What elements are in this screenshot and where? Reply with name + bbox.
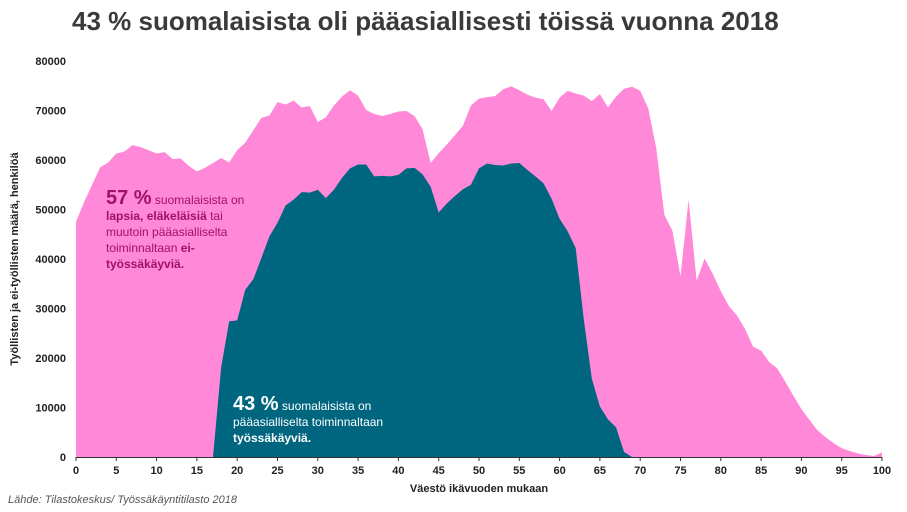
chart-title: 43 % suomalaisista oli pääasiallisesti t… xyxy=(72,6,779,36)
y-tick-label: 60000 xyxy=(35,155,66,167)
y-tick-label: 70000 xyxy=(35,106,66,118)
x-tick-label: 100 xyxy=(873,465,891,477)
y-tick-label: 80000 xyxy=(35,56,66,68)
plot-areas xyxy=(76,86,882,457)
x-tick-label: 10 xyxy=(150,465,162,477)
x-tick-label: 25 xyxy=(271,465,283,477)
y-tick-label: 30000 xyxy=(35,304,66,316)
annotation-employed-percent: 43 % xyxy=(233,393,279,415)
x-tick-label: 70 xyxy=(634,465,646,477)
x-tick-label: 35 xyxy=(352,465,364,477)
x-tick-label: 0 xyxy=(73,465,79,477)
x-tick-label: 65 xyxy=(594,465,606,477)
x-tick-label: 75 xyxy=(674,465,686,477)
x-tick-label: 45 xyxy=(433,465,445,477)
annotation-non-employed-percent: 57 % xyxy=(106,187,152,209)
x-tick-label: 15 xyxy=(191,465,203,477)
x-tick-label: 55 xyxy=(513,465,525,477)
x-tick-label: 30 xyxy=(312,465,324,477)
x-tick-label: 5 xyxy=(113,465,119,477)
annotation-non-employed: 57 % suomalaisista on lapsia, eläkeläisi… xyxy=(106,187,266,272)
y-tick-label: 40000 xyxy=(35,254,66,266)
x-tick-label: 50 xyxy=(473,465,485,477)
x-axis-label: Väestö ikävuoden mukaan xyxy=(410,483,548,495)
area-employed xyxy=(76,162,882,457)
y-tick-label: 0 xyxy=(60,452,66,464)
y-tick-label: 10000 xyxy=(35,403,66,415)
annotation-bold-text: ei-työssäkäyviä. xyxy=(106,241,195,271)
x-tick-label: 40 xyxy=(392,465,404,477)
annotation-bold-text: työssäkäyviä. xyxy=(233,431,312,445)
annotation-text: suomalaisista on pääasialliselta toiminn… xyxy=(233,399,384,429)
y-axis-ticks: 0 10000 20000 30000 40000 50000 60000 70000 8000… xyxy=(35,56,66,464)
x-tick-label: 85 xyxy=(755,465,767,477)
x-tick-label: 95 xyxy=(836,465,848,477)
annotation-text: suomalaisista on xyxy=(151,193,245,207)
y-tick-label: 20000 xyxy=(35,353,66,365)
annotation-text: tai muutoin pääasialliselta toiminnaltaa… xyxy=(106,209,228,255)
annotation-employed: 43 % suomalaisista on pääasialliselta to… xyxy=(233,393,418,446)
source-note: Lähde: Tilastokeskus/ Työssäkäyntitilast… xyxy=(8,494,237,506)
x-tick-label: 90 xyxy=(795,465,807,477)
x-tick-label: 20 xyxy=(231,465,243,477)
x-axis-ticks: 0 5 10 15 20 25 30 35 40 45 50 55 60 65 70 75 80 85 90 95 10… xyxy=(73,457,891,477)
y-axis-label: Työllisten ja ei-työllisten määrä, henki… xyxy=(9,152,21,366)
x-tick-label: 60 xyxy=(553,465,565,477)
y-tick-label: 50000 xyxy=(35,205,66,217)
x-tick-label: 80 xyxy=(715,465,727,477)
annotation-bold-text: lapsia, eläkeläisiä xyxy=(106,209,207,223)
